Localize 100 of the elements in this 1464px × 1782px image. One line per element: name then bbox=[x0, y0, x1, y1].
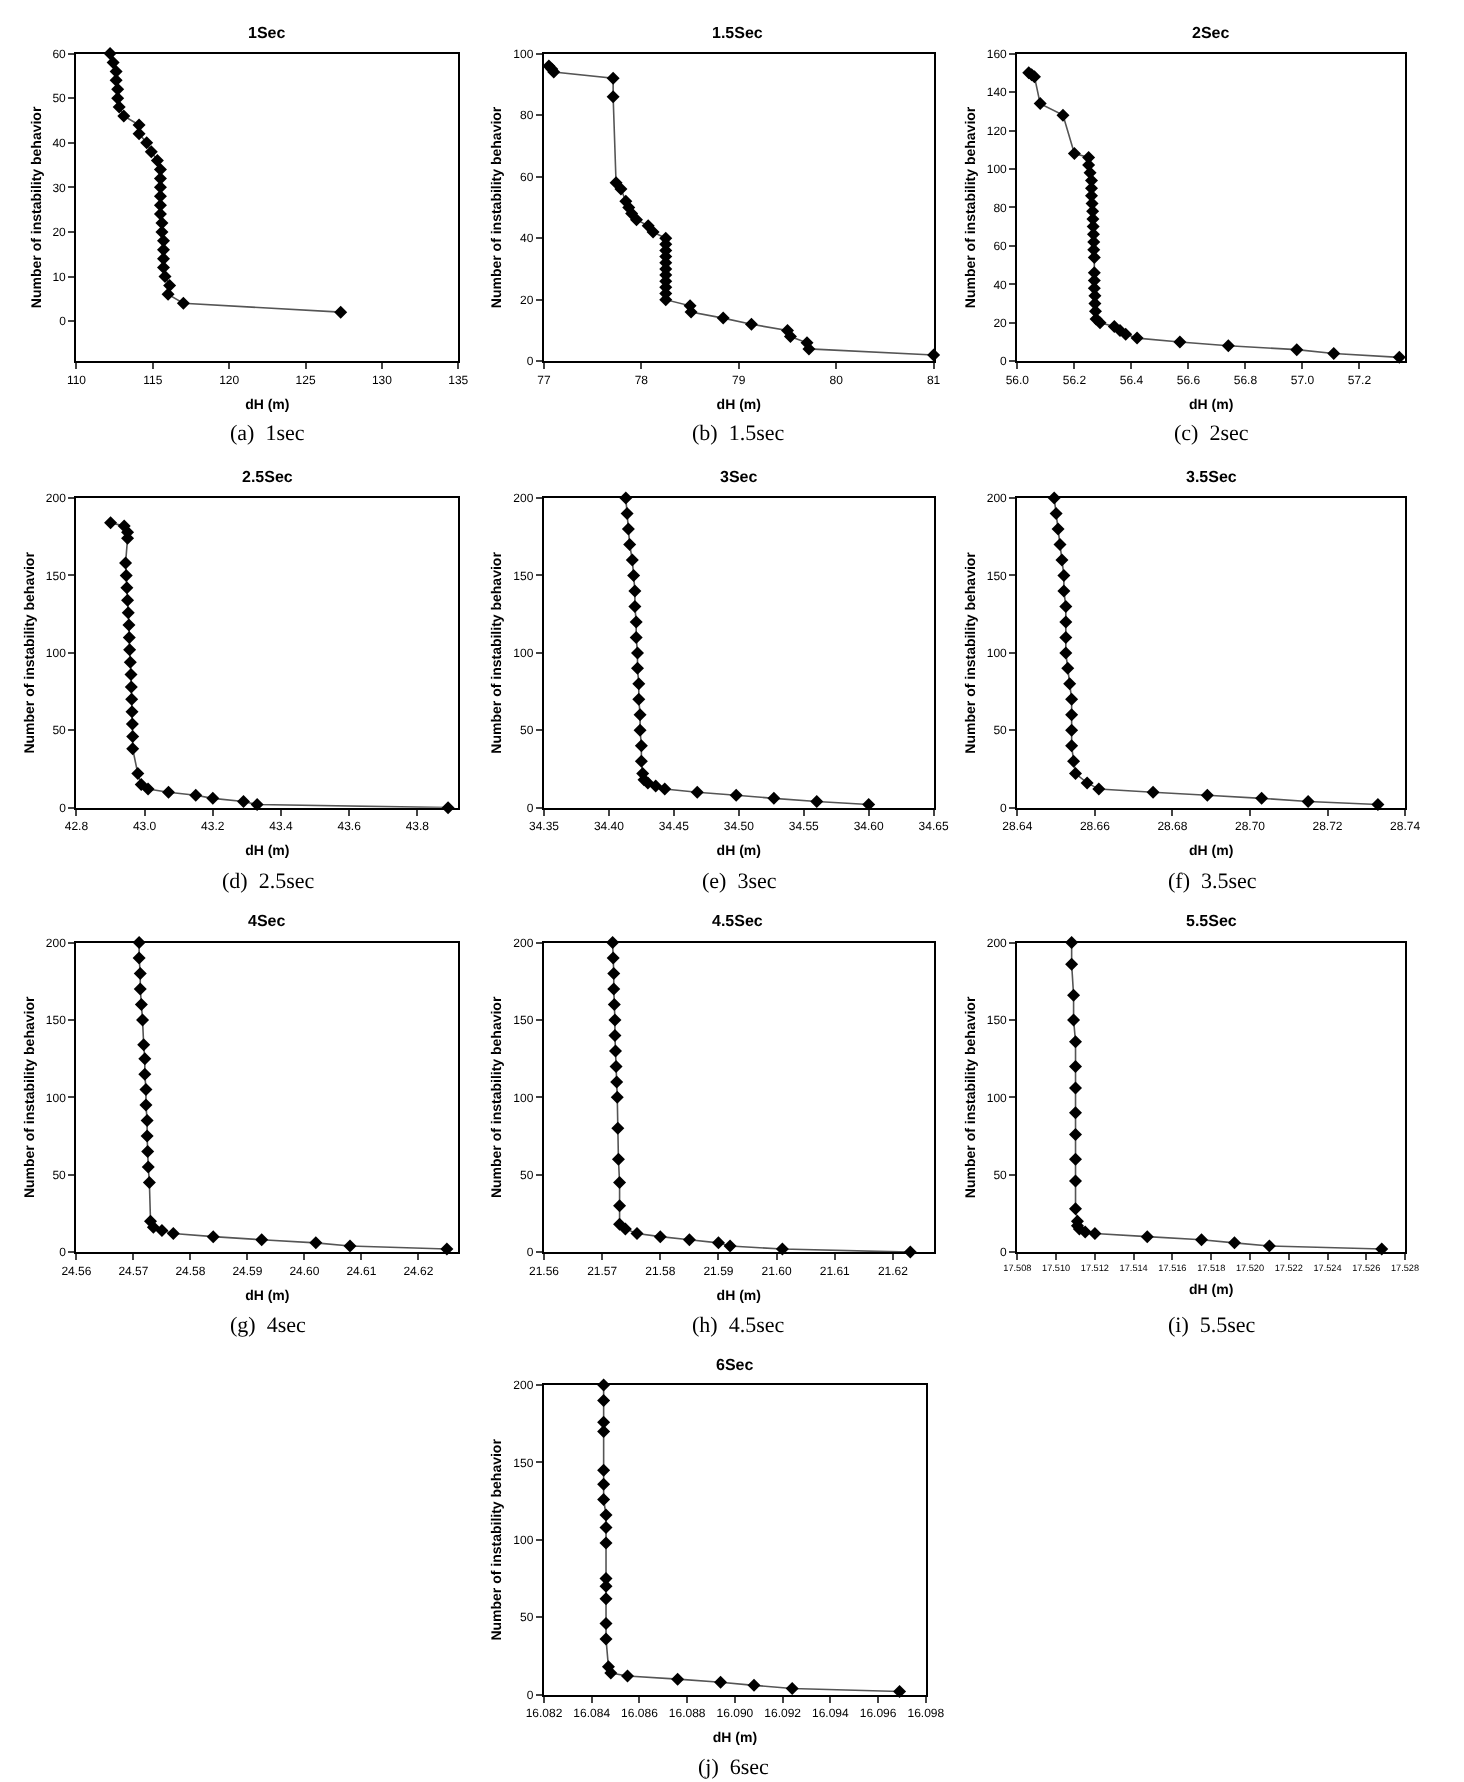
point bbox=[606, 90, 620, 104]
point bbox=[1195, 1233, 1209, 1247]
point bbox=[250, 798, 264, 812]
point bbox=[161, 287, 175, 301]
chart-title: 3.5Sec bbox=[1186, 468, 1238, 486]
point bbox=[1059, 630, 1073, 644]
point bbox=[608, 1013, 622, 1027]
point bbox=[620, 507, 634, 521]
point bbox=[630, 661, 644, 675]
point bbox=[126, 742, 140, 756]
chart-title: 2Sec bbox=[1192, 24, 1231, 42]
point bbox=[610, 1090, 624, 1104]
point bbox=[810, 794, 824, 808]
point bbox=[1051, 522, 1065, 536]
point bbox=[629, 615, 643, 629]
chart-title: 1.5Sec bbox=[712, 24, 764, 42]
chart-title: 4.5Sec bbox=[712, 912, 764, 930]
point bbox=[1065, 957, 1079, 971]
point bbox=[1146, 785, 1160, 799]
point bbox=[1063, 677, 1077, 691]
point bbox=[611, 1152, 625, 1166]
point bbox=[334, 305, 348, 319]
point bbox=[646, 225, 660, 239]
point bbox=[142, 1175, 156, 1189]
point bbox=[604, 1666, 618, 1680]
chart-title: 4Sec bbox=[248, 912, 287, 930]
chart-title: 1Sec bbox=[248, 24, 287, 42]
point bbox=[653, 1230, 667, 1244]
chart-title: 2.5Sec bbox=[242, 468, 294, 486]
point bbox=[599, 1508, 613, 1522]
point bbox=[1067, 988, 1081, 1002]
point bbox=[783, 330, 797, 344]
point bbox=[139, 1098, 153, 1112]
text: (e) 3sec bbox=[702, 870, 777, 894]
point bbox=[153, 180, 167, 194]
point bbox=[1067, 147, 1081, 161]
point bbox=[1069, 1202, 1083, 1216]
point bbox=[140, 136, 154, 150]
point bbox=[607, 967, 621, 981]
point bbox=[1088, 1227, 1102, 1241]
chart-title: 5.5Sec bbox=[1186, 912, 1238, 930]
point bbox=[141, 1145, 155, 1159]
point bbox=[597, 1415, 611, 1429]
point bbox=[109, 73, 123, 87]
point bbox=[597, 1463, 611, 1477]
point bbox=[133, 982, 147, 996]
point bbox=[1327, 347, 1341, 360]
point bbox=[1140, 1230, 1154, 1244]
point bbox=[606, 951, 620, 965]
point bbox=[614, 182, 628, 196]
text: (i) 5.5sec bbox=[1168, 1314, 1256, 1338]
point bbox=[1227, 1236, 1241, 1250]
point bbox=[1262, 1239, 1276, 1253]
point bbox=[633, 723, 647, 737]
point bbox=[141, 1160, 155, 1174]
point bbox=[136, 1013, 150, 1027]
point bbox=[625, 553, 639, 567]
point bbox=[711, 1236, 725, 1250]
point bbox=[1119, 327, 1133, 341]
point bbox=[1069, 1128, 1083, 1141]
point bbox=[104, 516, 118, 530]
point bbox=[599, 1632, 613, 1646]
point bbox=[1057, 584, 1071, 598]
point bbox=[106, 56, 120, 70]
point bbox=[1069, 1059, 1083, 1073]
point bbox=[144, 145, 158, 159]
point bbox=[690, 785, 704, 799]
point bbox=[1069, 1152, 1083, 1166]
point bbox=[125, 705, 139, 719]
point bbox=[138, 1052, 152, 1066]
point bbox=[309, 1236, 323, 1250]
point bbox=[153, 189, 167, 203]
text: (d) 2.5sec bbox=[222, 870, 315, 894]
point bbox=[155, 1223, 169, 1237]
point bbox=[599, 1536, 613, 1550]
point bbox=[133, 967, 147, 981]
point bbox=[1069, 1106, 1083, 1120]
point bbox=[1255, 791, 1269, 805]
point bbox=[621, 1669, 634, 1683]
point bbox=[120, 581, 134, 595]
point bbox=[1065, 708, 1079, 722]
point bbox=[597, 1477, 611, 1491]
point bbox=[613, 1175, 627, 1189]
text: (c) 2sec bbox=[1174, 422, 1249, 446]
point bbox=[608, 1028, 622, 1042]
point bbox=[1057, 568, 1071, 582]
point bbox=[630, 1227, 644, 1241]
point bbox=[140, 1129, 154, 1143]
point bbox=[1056, 108, 1070, 122]
point bbox=[121, 593, 135, 607]
point bbox=[132, 951, 146, 965]
point bbox=[630, 646, 644, 660]
point bbox=[607, 997, 621, 1011]
point bbox=[157, 261, 170, 275]
point bbox=[157, 243, 170, 257]
point bbox=[599, 1592, 613, 1606]
point bbox=[138, 1067, 152, 1081]
point bbox=[125, 692, 139, 706]
point bbox=[206, 1230, 220, 1244]
point bbox=[621, 522, 635, 536]
